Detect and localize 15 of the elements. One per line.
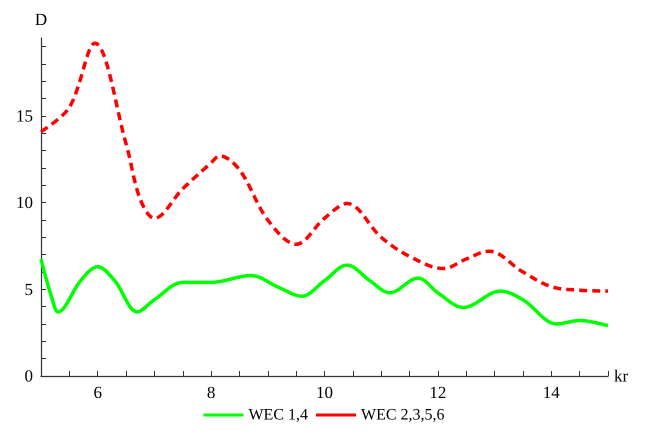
line-series (39, 257, 610, 328)
x-tick-label: 10 (316, 383, 333, 402)
x-tick-label: 12 (429, 383, 446, 402)
y-tick-label: 10 (16, 193, 33, 212)
y-tick-label: 0 (24, 366, 33, 386)
x-tick-label: 14 (542, 383, 560, 402)
x-tick-label: 6 (93, 383, 102, 402)
x-tick-label: 8 (206, 383, 216, 402)
legend-label: WEC 1,4 (248, 406, 308, 424)
line-series (39, 41, 610, 293)
y-axis-title: D (34, 10, 48, 29)
legend-label: WEC 2,3,5,6 (361, 406, 445, 424)
y-tick-label: 5 (24, 280, 33, 299)
y-tick-label: 15 (16, 106, 33, 126)
x-axis-title: kr (614, 366, 628, 386)
